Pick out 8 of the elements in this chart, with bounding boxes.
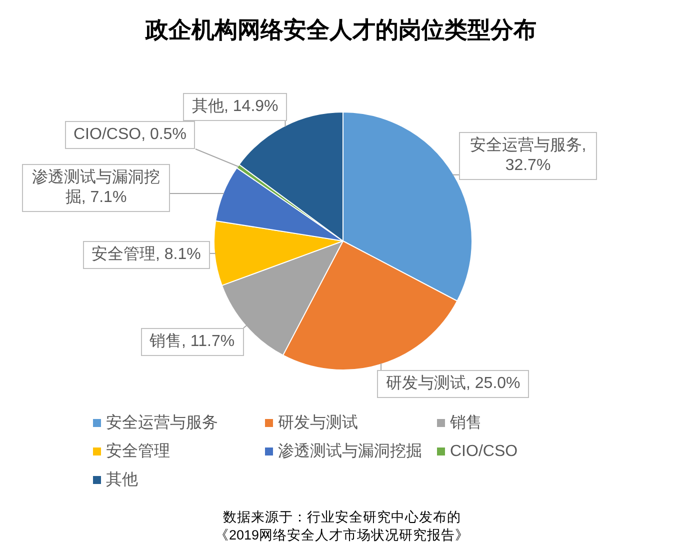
legend-label: 研发与测试 [278, 414, 358, 432]
legend-label: 销售 [449, 414, 482, 432]
legend-label: 其他 [106, 470, 138, 488]
legend-label: 渗透测试与漏洞挖掘 [278, 442, 422, 460]
title: 政企机构网络安全人才的岗位类型分布 [146, 18, 536, 42]
legend-label: 安全管理 [106, 442, 170, 460]
legend-label: CIO/CSO [450, 443, 518, 460]
legend-label: 安全运营与服务 [106, 414, 218, 432]
